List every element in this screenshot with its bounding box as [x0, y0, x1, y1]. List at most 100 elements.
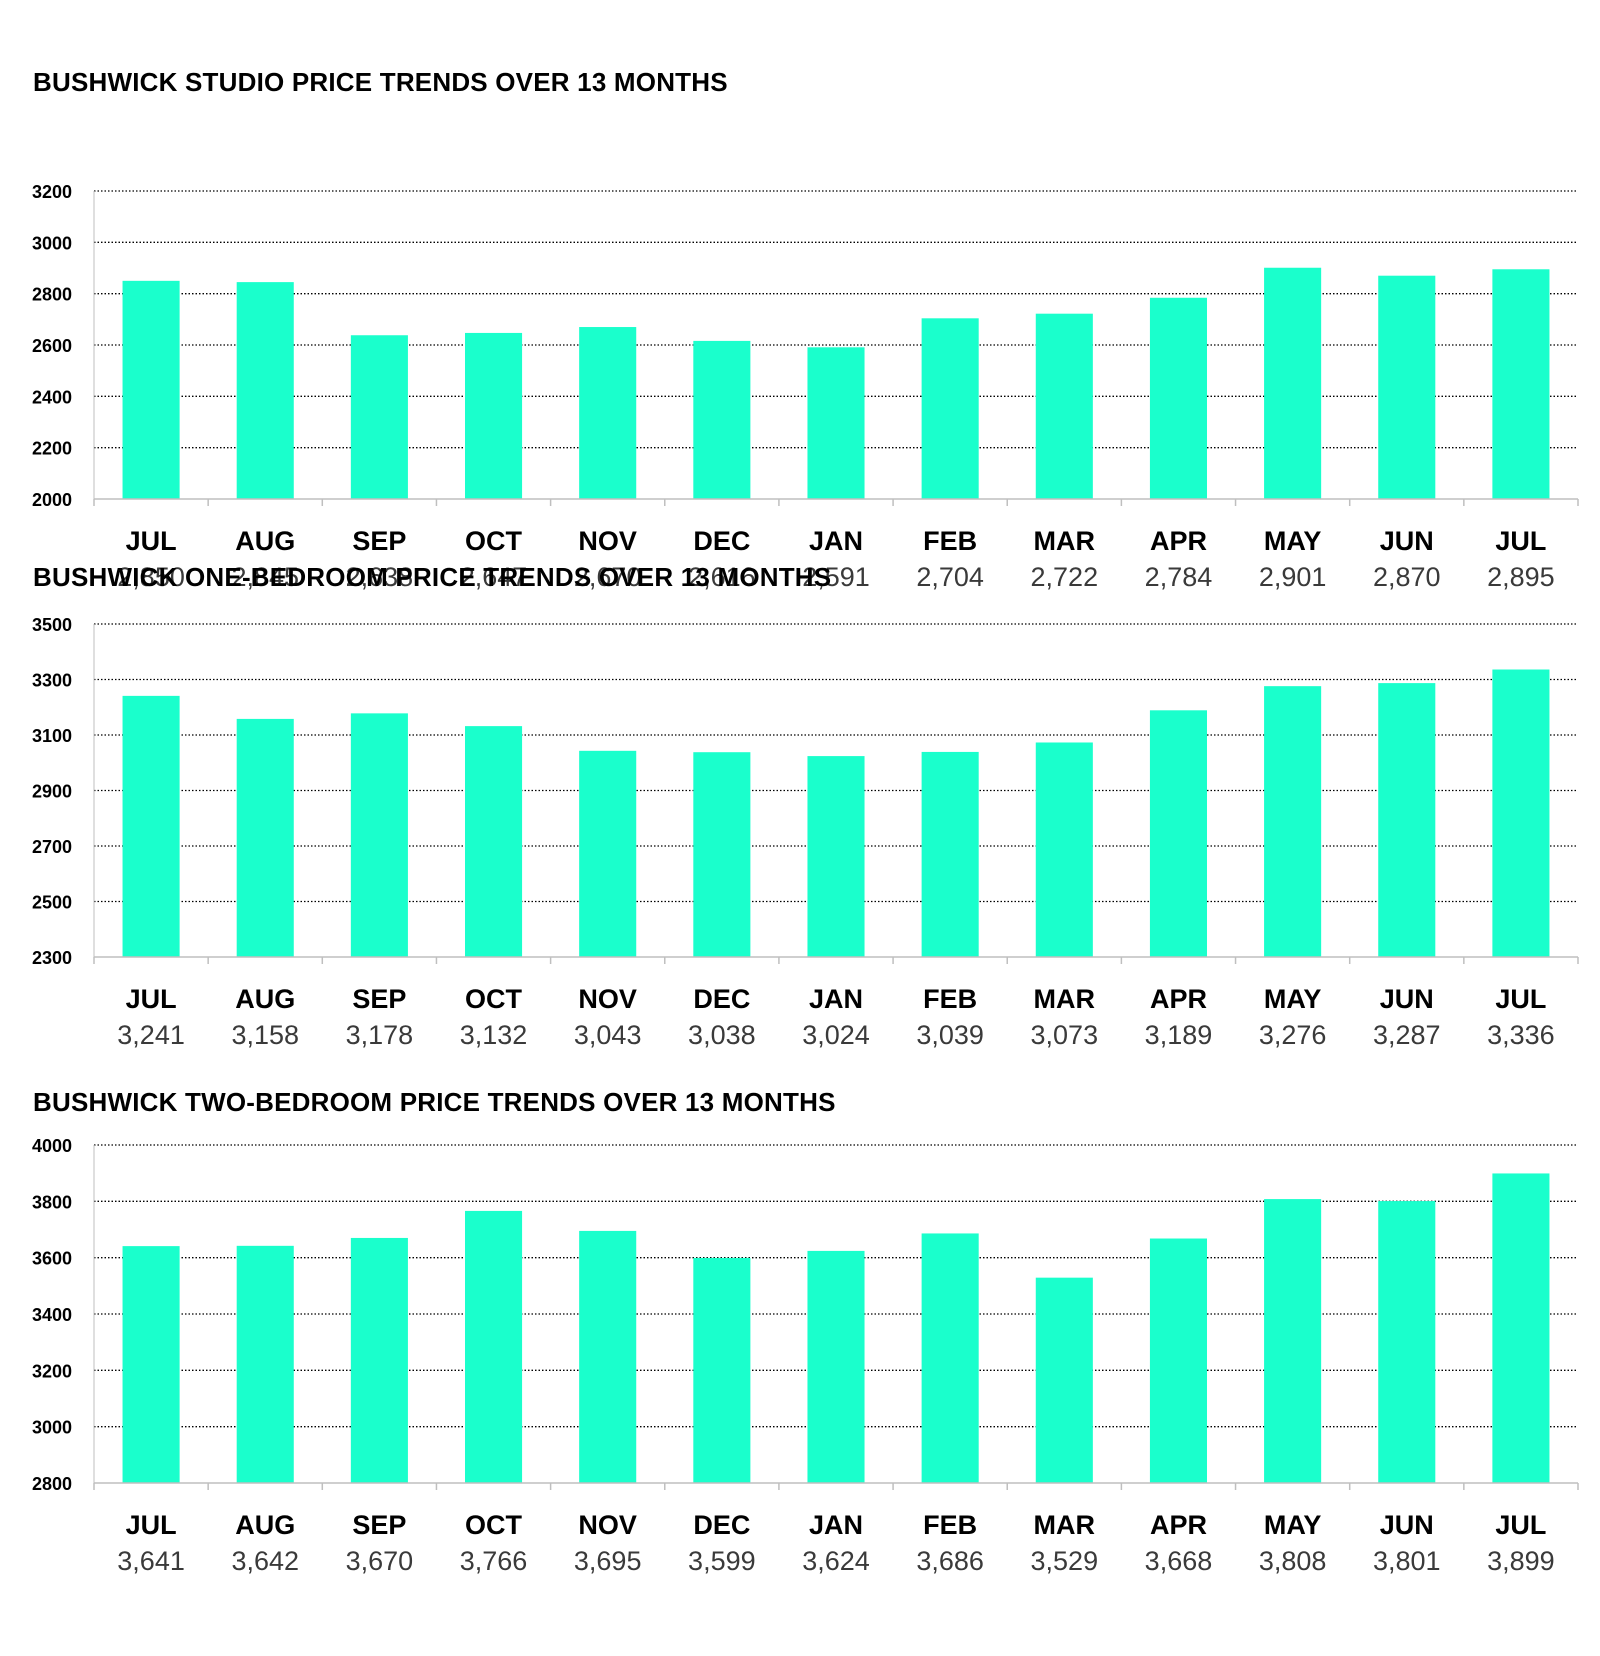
- x-tick-label: JUN: [1380, 526, 1434, 556]
- data-label: 3,241: [117, 1020, 185, 1050]
- y-tick-label: 3000: [32, 233, 72, 253]
- y-tick-label: 2800: [32, 285, 72, 305]
- bar: [693, 1257, 751, 1483]
- data-label: 2,845: [231, 562, 299, 592]
- bar: [122, 280, 180, 499]
- y-tick-label: 2700: [32, 837, 72, 857]
- data-label: 3,336: [1487, 1020, 1555, 1050]
- x-tick-label: FEB: [923, 1510, 977, 1540]
- data-label: 3,668: [1145, 1546, 1213, 1576]
- bar: [921, 1233, 979, 1483]
- data-label: 2,850: [117, 562, 185, 592]
- x-tick-label: OCT: [465, 1510, 523, 1540]
- bar: [807, 1250, 865, 1483]
- bar: [807, 347, 865, 499]
- x-tick-label: JUL: [126, 526, 177, 556]
- x-tick-label: JAN: [809, 984, 863, 1014]
- data-label: 3,686: [916, 1546, 984, 1576]
- y-tick-label: 2300: [32, 948, 72, 968]
- data-label: 3,287: [1373, 1020, 1441, 1050]
- bar: [1378, 275, 1436, 499]
- x-tick-label: JAN: [809, 1510, 863, 1540]
- bar: [1492, 269, 1550, 499]
- x-tick-label: FEB: [923, 526, 977, 556]
- y-tick-label: 4000: [32, 1136, 72, 1156]
- x-tick-label: APR: [1150, 1510, 1207, 1540]
- x-tick-label: SEP: [352, 526, 406, 556]
- data-label: 2,647: [460, 562, 528, 592]
- y-tick-label: 3000: [32, 1418, 72, 1438]
- x-tick-label: JAN: [809, 526, 863, 556]
- bar: [236, 282, 294, 499]
- x-tick-label: DEC: [693, 1510, 750, 1540]
- x-tick-label: AUG: [235, 984, 295, 1014]
- y-tick-label: 2600: [32, 336, 72, 356]
- x-tick-label: MAR: [1034, 984, 1096, 1014]
- data-label: 2,901: [1259, 562, 1327, 592]
- chart-title: BUSHWICK STUDIO PRICE TRENDS OVER 13 MON…: [33, 67, 728, 97]
- bar: [1035, 742, 1093, 957]
- y-tick-label: 3500: [32, 615, 72, 635]
- x-tick-label: OCT: [465, 526, 523, 556]
- y-tick-label: 2800: [32, 1474, 72, 1494]
- x-tick-label: AUG: [235, 1510, 295, 1540]
- data-label: 3,808: [1259, 1546, 1327, 1576]
- data-label: 3,038: [688, 1020, 756, 1050]
- bar: [693, 752, 751, 957]
- data-label: 3,178: [346, 1020, 414, 1050]
- x-tick-label: DEC: [693, 526, 750, 556]
- x-tick-label: JUL: [126, 1510, 177, 1540]
- bar: [1264, 1199, 1322, 1483]
- x-tick-label: OCT: [465, 984, 523, 1014]
- data-label: 3,801: [1373, 1546, 1441, 1576]
- data-label: 2,870: [1373, 562, 1441, 592]
- x-tick-label: MAR: [1034, 1510, 1096, 1540]
- data-label: 3,670: [346, 1546, 414, 1576]
- bar: [807, 756, 865, 957]
- x-tick-label: JUN: [1380, 984, 1434, 1014]
- data-label: 3,024: [802, 1020, 870, 1050]
- data-label: 3,039: [916, 1020, 984, 1050]
- x-tick-label: MAR: [1034, 526, 1096, 556]
- bar: [465, 726, 523, 957]
- data-label: 2,616: [688, 562, 756, 592]
- bar: [921, 318, 979, 499]
- chart-title: BUSHWICK ONE-BEDROOM PRICE TRENDS OVER 1…: [33, 562, 832, 592]
- data-label: 3,132: [460, 1020, 528, 1050]
- studio-bar-plot: 2000 2200 2400 2600 2800 3000 3200 JUL 2,850 AUG 2…: [32, 182, 1579, 592]
- bar: [1492, 669, 1550, 957]
- bar: [693, 340, 751, 499]
- data-label: 3,276: [1259, 1020, 1327, 1050]
- bar: [122, 1246, 180, 1483]
- y-tick-label: 3300: [32, 671, 72, 691]
- data-label: 3,043: [574, 1020, 642, 1050]
- x-tick-label: JUL: [1495, 526, 1546, 556]
- bar: [921, 751, 979, 957]
- x-tick-label: FEB: [923, 984, 977, 1014]
- x-tick-label: MAY: [1264, 1510, 1322, 1540]
- y-tick-label: 2000: [32, 490, 72, 510]
- bar: [1149, 710, 1207, 957]
- bar: [465, 332, 523, 499]
- data-label: 3,766: [460, 1546, 528, 1576]
- data-label: 3,189: [1145, 1020, 1213, 1050]
- data-label: 3,695: [574, 1546, 642, 1576]
- data-label: 3,642: [231, 1546, 299, 1576]
- bar: [236, 718, 294, 957]
- bar: [350, 1237, 408, 1483]
- data-label: 3,529: [1031, 1546, 1099, 1576]
- x-tick-label: SEP: [352, 984, 406, 1014]
- data-label: 3,158: [231, 1020, 299, 1050]
- bar: [579, 1230, 637, 1483]
- data-label: 2,670: [574, 562, 642, 592]
- chart-title: BUSHWICK TWO-BEDROOM PRICE TRENDS OVER 1…: [33, 1087, 836, 1117]
- two-bedroom-bar-plot: 2800 3000 3200 3400 3600 3800 4000 JUL 3,641 AUG 3…: [32, 1136, 1579, 1576]
- data-label: 3,073: [1031, 1020, 1099, 1050]
- y-tick-label: 3400: [32, 1305, 72, 1325]
- y-tick-label: 3600: [32, 1249, 72, 1269]
- bar: [1149, 1238, 1207, 1483]
- y-tick-label: 2500: [32, 893, 72, 913]
- one-bedroom-bar-plot: 2300 2500 2700 2900 3100 3300 3500 JUL 3,241 AUG 3…: [32, 615, 1579, 1050]
- x-tick-label: AUG: [235, 526, 295, 556]
- bar: [579, 327, 637, 499]
